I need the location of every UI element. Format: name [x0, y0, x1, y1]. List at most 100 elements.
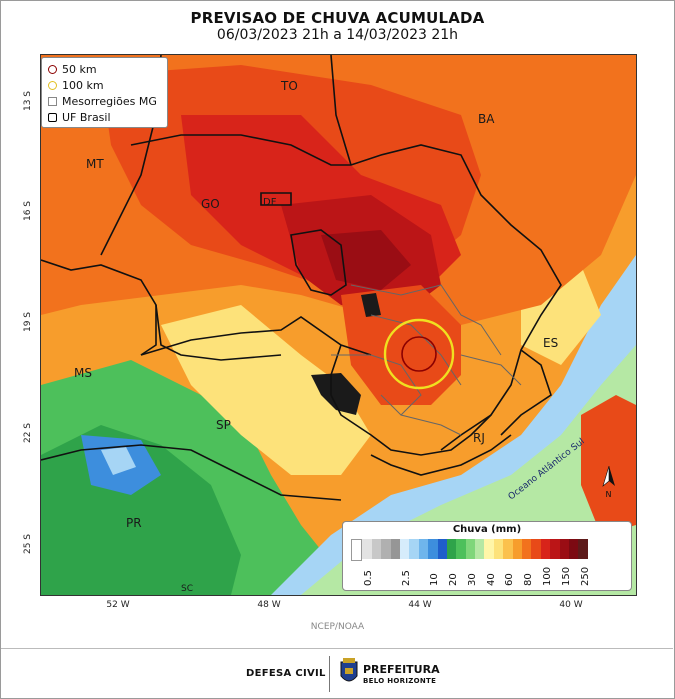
scale-swatch	[540, 539, 551, 559]
label-sp: SP	[216, 418, 231, 432]
scale-tick-label: 10	[429, 573, 441, 586]
border-mt-ms	[41, 259, 157, 356]
circle-100km	[383, 318, 455, 390]
legend-item-meso: Mesorregiões MG	[48, 94, 157, 108]
scale-swatch	[493, 539, 504, 559]
label-es: ES	[543, 336, 558, 350]
border-rj	[370, 434, 512, 476]
square-meso-icon	[48, 96, 57, 106]
circle-50km	[401, 336, 437, 372]
meso-5	[380, 394, 462, 436]
city-crest-icon	[340, 658, 358, 682]
map-legend: 50 km 100 km Mesorregiões MG UF Brasil	[41, 57, 168, 128]
label-rj: RJ	[473, 431, 485, 445]
border-df	[260, 192, 292, 206]
scale-tick-label: 80	[523, 573, 535, 586]
lat-tick: 16 S	[23, 200, 33, 222]
scale-swatch	[381, 539, 391, 559]
label-mt: MT	[86, 157, 104, 171]
field-lightblue-patch	[101, 447, 136, 475]
meso-4	[460, 354, 522, 386]
lon-tick: 52 W	[106, 600, 130, 610]
scale-swatch	[409, 539, 419, 559]
map-title: PREVISAO DE CHUVA ACUMULADA	[190, 9, 485, 27]
scale-swatch	[559, 539, 569, 559]
prefeitura-label: PREFEITURA	[363, 663, 440, 676]
scale-swatch	[371, 539, 382, 559]
uf-borders	[41, 55, 562, 501]
border-mg-north	[130, 134, 562, 451]
meso-borders	[331, 284, 522, 436]
scale-swatch	[484, 539, 494, 559]
field-yellow-band	[161, 305, 371, 475]
lat-tick: 19 S	[23, 311, 33, 333]
rain-scale: Chuva (mm) 0.5 2.5 10 20 30 40 60 80 100 150 250	[342, 521, 632, 591]
scale-swatch	[512, 539, 523, 559]
field-ocean-red	[581, 395, 636, 535]
lat-tick: 25 S	[23, 533, 33, 555]
scale-swatch	[522, 539, 532, 559]
scale-swatch	[390, 539, 400, 559]
belo-horizonte-label: BELO HORIZONTE	[363, 677, 437, 685]
lat-tick: 22 S	[23, 422, 33, 444]
label-ms: MS	[74, 366, 92, 380]
circle-50km-icon	[48, 64, 57, 74]
footer-separator	[329, 656, 330, 692]
scale-swatch	[437, 539, 447, 559]
scale-tick-label: 2.5	[401, 570, 412, 586]
label-ba: BA	[478, 112, 495, 126]
rain-map: TO BA MT GO DF MS ES SP RJ PR SC Oceano …	[40, 54, 637, 596]
border-mg-sp	[330, 344, 492, 456]
label-pr: PR	[126, 516, 142, 530]
rain-map-svg: TO BA MT GO DF MS ES SP RJ PR SC Oceano …	[41, 55, 636, 595]
scale-title: Chuva (mm)	[452, 524, 522, 535]
circle-100km-icon	[48, 80, 57, 90]
scale-swatch	[578, 539, 588, 559]
legend-item-uf: UF Brasil	[48, 110, 111, 124]
scale-swatch	[456, 539, 466, 559]
scale-tick-label: 100	[542, 566, 553, 586]
scale-tick-label: 30	[466, 573, 478, 586]
label-sc: SC	[181, 584, 193, 594]
label-to: TO	[280, 79, 298, 93]
scale-tick-label: 150	[560, 566, 572, 586]
footer-divider	[1, 648, 673, 649]
scale-swatches	[351, 539, 588, 561]
lon-tick: 48 W	[257, 600, 281, 610]
scale-tick-label: 60	[504, 573, 516, 586]
scale-tick-label: 20	[448, 573, 459, 586]
label-df: DF	[263, 197, 277, 208]
border-go-mg	[290, 229, 347, 296]
scale-tick-label: 40	[485, 573, 497, 586]
footer: DEFESA CIVIL PREFEITURA BELO HORIZONTE	[1, 650, 673, 696]
scale-swatch	[446, 539, 457, 559]
field-black-patch2	[361, 293, 381, 317]
scale-swatch	[475, 539, 485, 559]
lat-tick: 13 S	[23, 90, 33, 112]
meso-1	[350, 284, 502, 356]
meso-3	[331, 354, 422, 416]
scale-swatch	[531, 539, 541, 559]
field-black-patch	[311, 373, 361, 415]
scale-swatch	[428, 539, 438, 559]
scale-swatch	[550, 539, 560, 559]
svg-text:N: N	[606, 490, 612, 499]
square-uf-icon	[48, 112, 57, 122]
scale-swatch	[503, 539, 513, 559]
map-subtitle: 06/03/2023 21h a 14/03/2023 21h	[216, 27, 459, 43]
scale-swatch	[351, 539, 363, 561]
scale-swatch	[465, 539, 476, 559]
border-ms-sp	[155, 304, 282, 361]
scale-swatch	[418, 539, 429, 559]
lon-tick: 40 W	[559, 600, 583, 610]
north-arrow-icon: N	[602, 466, 615, 499]
lon-tick: 44 W	[408, 600, 432, 610]
legend-item-100km: 100 km	[48, 78, 104, 92]
scale-tick-label: 0.5	[363, 570, 375, 586]
scale-swatch	[568, 539, 579, 559]
border-to-ba	[330, 55, 352, 166]
scale-swatch	[362, 539, 372, 559]
source-credit: NCEP/NOAA	[310, 622, 365, 632]
defesa-civil-label: DEFESA CIVIL	[246, 668, 326, 679]
label-go: GO	[201, 197, 220, 211]
